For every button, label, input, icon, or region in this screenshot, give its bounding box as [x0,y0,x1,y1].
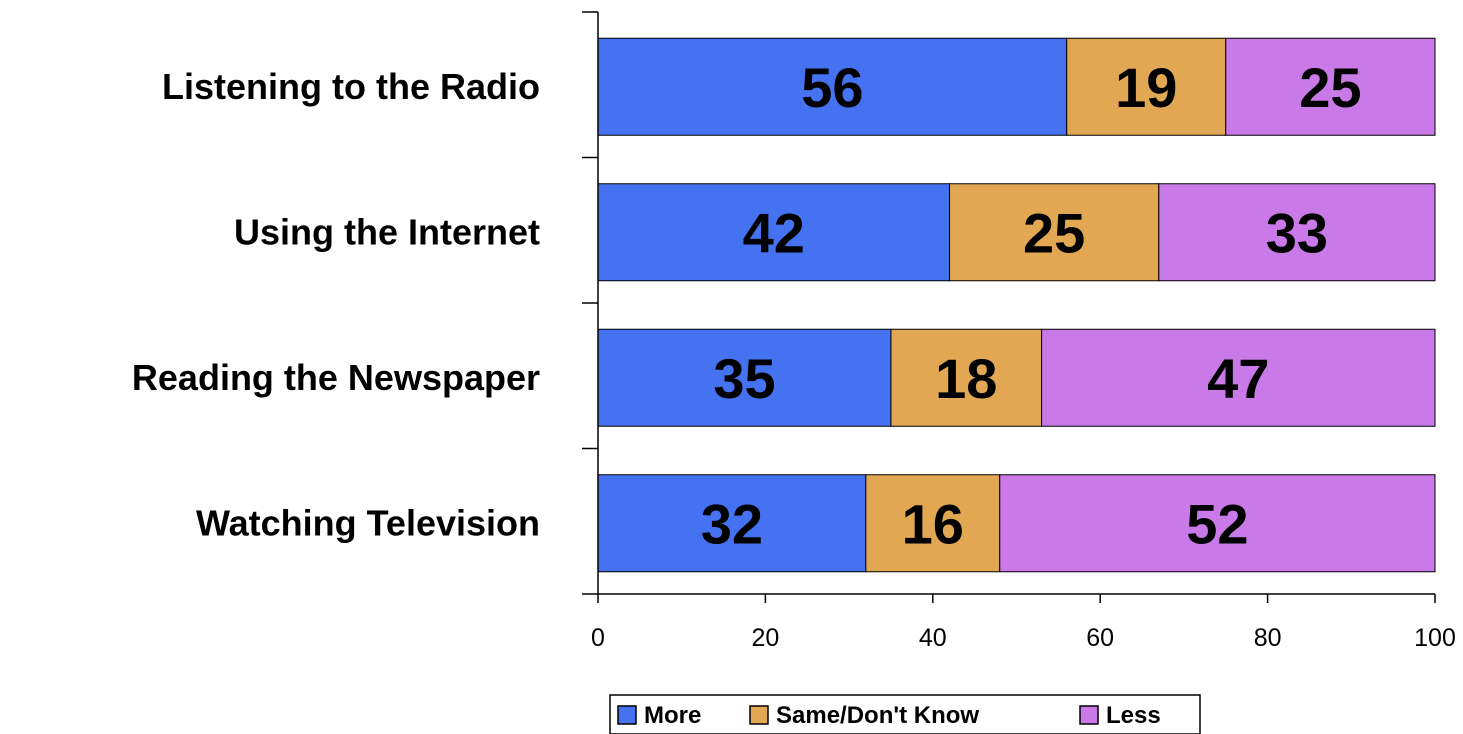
legend-label-same-don-t-know: Same/Don't Know [776,702,979,729]
data-label-watching-television-same-don-t-know: 16 [902,492,964,555]
legend-swatch-less [1079,705,1099,725]
data-label-reading-the-newspaper-same-don-t-know: 18 [935,347,997,410]
data-label-watching-television-less: 52 [1186,492,1248,555]
bar-listening-to-the-radio-less [1225,37,1436,136]
category-label-listening-to-the-radio: Listening to the Radio [162,66,540,107]
x-tick-label-0: 0 [591,624,605,652]
legend-label-less: Less [1106,702,1161,729]
bar-listening-to-the-radio-same-don-t-know [1066,37,1227,136]
legend: More Same/Don't Know Less [609,694,1201,734]
data-label-reading-the-newspaper-more: 35 [713,347,775,410]
bars-group [597,37,1436,573]
x-tick-label-40: 40 [919,624,947,652]
bar-listening-to-the-radio-more [597,37,1068,136]
bar-reading-the-newspaper-less [1041,328,1436,427]
x-tick-label-80: 80 [1254,624,1282,652]
legend-label-more: More [644,702,701,729]
category-label-reading-the-newspaper: Reading the Newspaper [132,357,540,398]
data-label-using-the-internet-more: 42 [743,201,805,264]
bar-reading-the-newspaper-same-don-t-know [890,328,1043,427]
data-label-using-the-internet-same-don-t-know: 25 [1023,201,1085,264]
x-tick-label-100: 100 [1414,624,1456,652]
data-label-reading-the-newspaper-less: 47 [1207,347,1269,410]
legend-swatch-more [617,705,637,725]
data-labels: 56 19 25 42 25 33 35 18 47 32 16 52 [701,56,1362,556]
data-label-listening-to-the-radio-more: 56 [801,56,863,119]
data-label-watching-television-more: 32 [701,492,763,555]
bar-using-the-internet-same-don-t-know [949,183,1160,282]
bar-watching-television-less [999,474,1436,573]
category-labels: Listening to the Radio Using the Internet… [132,66,540,544]
x-tick-label-20: 20 [751,624,779,652]
bar-watching-television-more [597,474,867,573]
legend-swatch-same-don-t-know [749,705,769,725]
bar-using-the-internet-less [1158,183,1436,282]
category-label-watching-television: Watching Television [196,502,540,543]
data-label-using-the-internet-less: 33 [1266,201,1328,264]
bar-using-the-internet-more [597,183,951,282]
bar-reading-the-newspaper-more [597,328,892,427]
data-label-listening-to-the-radio-less: 25 [1299,56,1361,119]
x-tick-label-60: 60 [1086,624,1114,652]
category-label-using-the-internet: Using the Internet [234,211,540,252]
data-label-listening-to-the-radio-same-don-t-know: 19 [1115,56,1177,119]
legend-box [609,694,1201,734]
axes: 0 20 40 60 80 100 [582,11,1456,652]
